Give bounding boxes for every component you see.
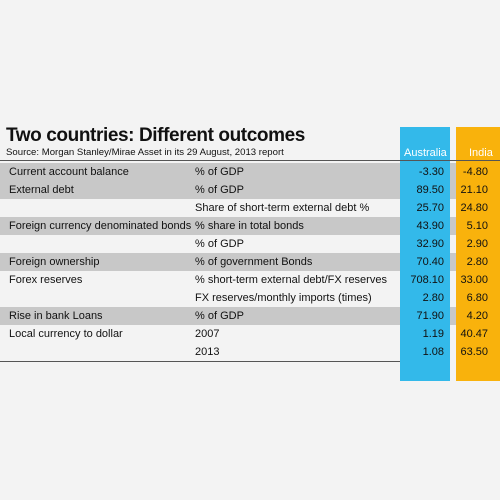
table-row: 2013 1.08 63.50	[0, 343, 500, 361]
australia-value: 43.90	[416, 220, 444, 232]
table-row: Foreign ownership % of government Bonds …	[0, 253, 500, 271]
table-row: Local currency to dollar 2007 1.19 40.47	[0, 325, 500, 343]
india-value: 63.50	[460, 346, 488, 358]
row-measure: 2007	[195, 328, 220, 340]
australia-value: 1.08	[422, 346, 444, 358]
row-measure: % of GDP	[195, 166, 244, 178]
australia-value: 25.70	[416, 202, 444, 214]
india-value: 24.80	[460, 202, 488, 214]
australia-value: 708.10	[410, 274, 444, 286]
table-title: Two countries: Different outcomes	[6, 125, 305, 146]
australia-value: 32.90	[416, 238, 444, 250]
row-measure: FX reserves/monthly imports (times)	[195, 292, 372, 304]
australia-value: 89.50	[416, 184, 444, 196]
row-measure: % share in total bonds	[195, 220, 304, 232]
australia-value: 1.19	[422, 328, 444, 340]
australia-value: -3.30	[418, 166, 444, 178]
india-value: -4.80	[462, 166, 488, 178]
source-note: Source: Morgan Stanley/Mirae Asset in it…	[6, 147, 284, 158]
india-value: 33.00	[460, 274, 488, 286]
table-row: Foreign currency denominated bonds % sha…	[0, 217, 500, 235]
table-row: Current account balance % of GDP -3.30 -…	[0, 163, 500, 181]
india-value: 40.47	[460, 328, 488, 340]
australia-value: 70.40	[416, 256, 444, 268]
india-column-band	[456, 127, 500, 381]
row-label: Foreign currency denominated bonds	[9, 220, 192, 232]
india-value: 2.80	[466, 256, 488, 268]
row-label: Forex reserves	[9, 274, 83, 286]
table-row: Forex reserves % short-term external deb…	[0, 271, 500, 289]
india-value: 2.90	[466, 238, 488, 250]
row-label: Local currency to dollar	[9, 328, 123, 340]
table-row: % of GDP 32.90 2.90	[0, 235, 500, 253]
row-measure: % of GDP	[195, 310, 244, 322]
row-label: Current account balance	[9, 166, 129, 178]
row-measure: Share of short-term external debt %	[195, 202, 370, 214]
table-row: Rise in bank Loans % of GDP 71.90 4.20	[0, 307, 500, 325]
australia-column-band	[400, 127, 450, 381]
row-label: External debt	[9, 184, 74, 196]
row-measure: % short-term external debt/FX reserves	[195, 274, 387, 286]
table-row: FX reserves/monthly imports (times) 2.80…	[0, 289, 500, 307]
australia-value: 2.80	[422, 292, 444, 304]
bottom-rule	[0, 361, 400, 362]
row-label: Foreign ownership	[9, 256, 100, 268]
india-value: 4.20	[466, 310, 488, 322]
row-measure: % of GDP	[195, 184, 244, 196]
column-header-india: India	[469, 147, 493, 159]
column-header-australia: Australia	[404, 147, 447, 159]
india-value: 6.80	[466, 292, 488, 304]
row-measure: % of government Bonds	[195, 256, 313, 268]
row-measure: 2013	[195, 346, 220, 358]
table-row: External debt % of GDP 89.50 21.10	[0, 181, 500, 199]
header-rule	[0, 160, 500, 161]
india-value: 5.10	[466, 220, 488, 232]
india-value: 21.10	[460, 184, 488, 196]
row-label: Rise in bank Loans	[9, 310, 103, 322]
australia-value: 71.90	[416, 310, 444, 322]
row-measure: % of GDP	[195, 238, 244, 250]
table-row: Share of short-term external debt % 25.7…	[0, 199, 500, 217]
